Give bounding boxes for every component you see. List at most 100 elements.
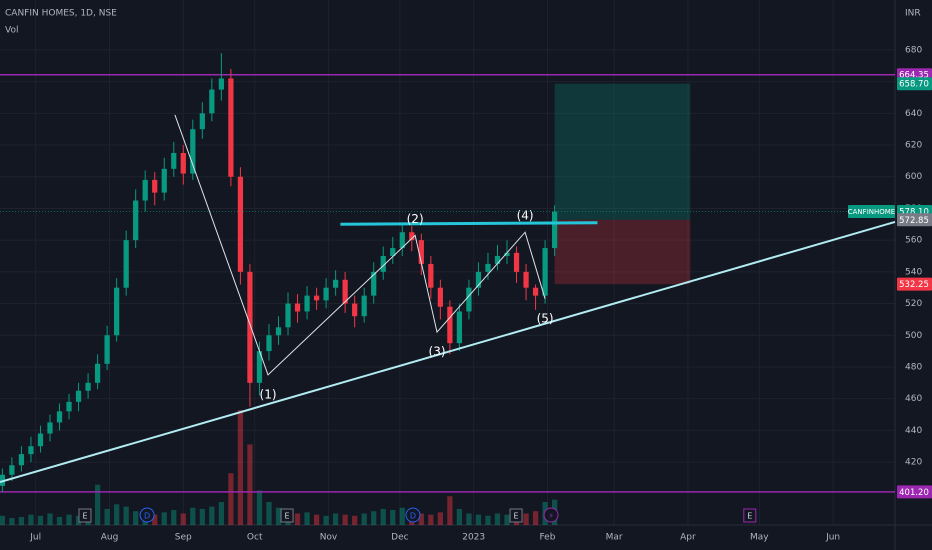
wave-label: (4) (517, 209, 534, 223)
volume-bar (371, 511, 377, 525)
x-tick-label: Dec (391, 533, 408, 543)
currency: INR (905, 9, 921, 19)
candle-body (37, 433, 44, 447)
candle-body (85, 382, 91, 391)
volume-bar (152, 514, 158, 525)
candle-body (504, 252, 510, 257)
candle-body (551, 211, 558, 249)
event-icon (743, 508, 757, 523)
y-tick-label: 420 (905, 458, 922, 468)
candle-body (199, 113, 205, 130)
candle-body (9, 465, 15, 475)
chart-title: CANFIN HOMES, 1D, NSE (5, 9, 117, 19)
price-tag-label: 658.70 (899, 80, 929, 90)
volume-bar (247, 444, 253, 525)
price-tag (897, 277, 932, 291)
wave-line (174, 114, 546, 376)
candle-body (209, 89, 215, 114)
event-icon (543, 507, 559, 523)
x-tick-label: Apr (680, 533, 696, 543)
resistance-line (340, 221, 598, 226)
x-tick-label: 2023 (462, 533, 485, 543)
candle-body (247, 271, 253, 383)
candle-body (190, 129, 196, 174)
candle-body (56, 411, 63, 423)
volume-bar (418, 513, 424, 525)
event-label: ⚡ (548, 512, 554, 521)
price-tag-label: 572.85 (899, 216, 929, 226)
candle-body (133, 200, 139, 241)
volume-bar (133, 511, 139, 525)
price-tag-label: 532.25 (899, 280, 929, 290)
x-tick-label: Jun (825, 533, 840, 543)
volume-bar (256, 490, 263, 525)
x-tick-label: Feb (540, 533, 556, 543)
y-tick-label: 440 (905, 426, 922, 436)
event-label: E (82, 512, 87, 521)
candle-body (94, 363, 101, 383)
volume-bar (342, 514, 348, 525)
volume-bar (266, 502, 272, 525)
candle-body (532, 287, 539, 296)
y-tick-label: 560 (905, 236, 922, 246)
candle-body (142, 179, 148, 201)
candle-body (485, 263, 491, 272)
volume-bar (313, 514, 320, 525)
candle-body (399, 232, 405, 249)
volume-bar (37, 515, 44, 525)
volume-bar (180, 513, 186, 525)
candle-body (542, 248, 548, 296)
volume-bar (9, 518, 15, 525)
y-tick-label: 540 (905, 267, 922, 277)
volume-bar (199, 508, 205, 525)
x-tick-label: Mar (606, 533, 623, 543)
event-icon (280, 508, 294, 523)
profit-zone (554, 83, 691, 220)
volume-bar (361, 513, 367, 525)
event-icon (139, 507, 155, 523)
volume-bar (466, 513, 472, 525)
candle-body (418, 240, 424, 264)
candle-body (513, 252, 520, 272)
volume-bar (237, 410, 244, 525)
candle-body (313, 295, 320, 301)
candle-body (104, 335, 110, 364)
volume-label: Vol (5, 26, 18, 36)
volume-bar (66, 514, 72, 525)
candle-body (28, 446, 34, 455)
candle-body (18, 454, 25, 466)
volume-bar (161, 512, 167, 525)
candle-body (409, 232, 415, 241)
event-icon (78, 508, 92, 523)
symbol-tag-label: CANFINHOME (848, 208, 895, 216)
candle-body (342, 279, 348, 304)
volume-bar (504, 514, 510, 525)
candle-body (466, 287, 472, 312)
x-tick-label: Nov (320, 533, 338, 543)
candle-body (275, 327, 282, 336)
volume-bar (56, 516, 63, 525)
volume-bar (228, 473, 234, 525)
volume-bar (437, 512, 443, 525)
x-tick-label: May (750, 533, 769, 543)
volume-bar (218, 502, 224, 525)
event-label: E (285, 512, 290, 521)
candle-body (475, 271, 482, 288)
event-label: D (410, 512, 416, 521)
candle-body (333, 279, 339, 288)
candle-body (114, 287, 120, 336)
candle-body (304, 295, 310, 312)
volume-bar (275, 507, 282, 525)
y-tick-label: 500 (905, 331, 922, 341)
volume-bar (190, 507, 196, 525)
price-tag (897, 77, 932, 91)
wave-label: (5) (537, 311, 554, 325)
candle-body (161, 168, 167, 193)
volume-bar (28, 514, 34, 525)
candle-body (428, 263, 434, 288)
wave-label: (3) (429, 345, 446, 359)
candle-body (152, 179, 158, 193)
x-tick-label: Sep (175, 533, 192, 543)
